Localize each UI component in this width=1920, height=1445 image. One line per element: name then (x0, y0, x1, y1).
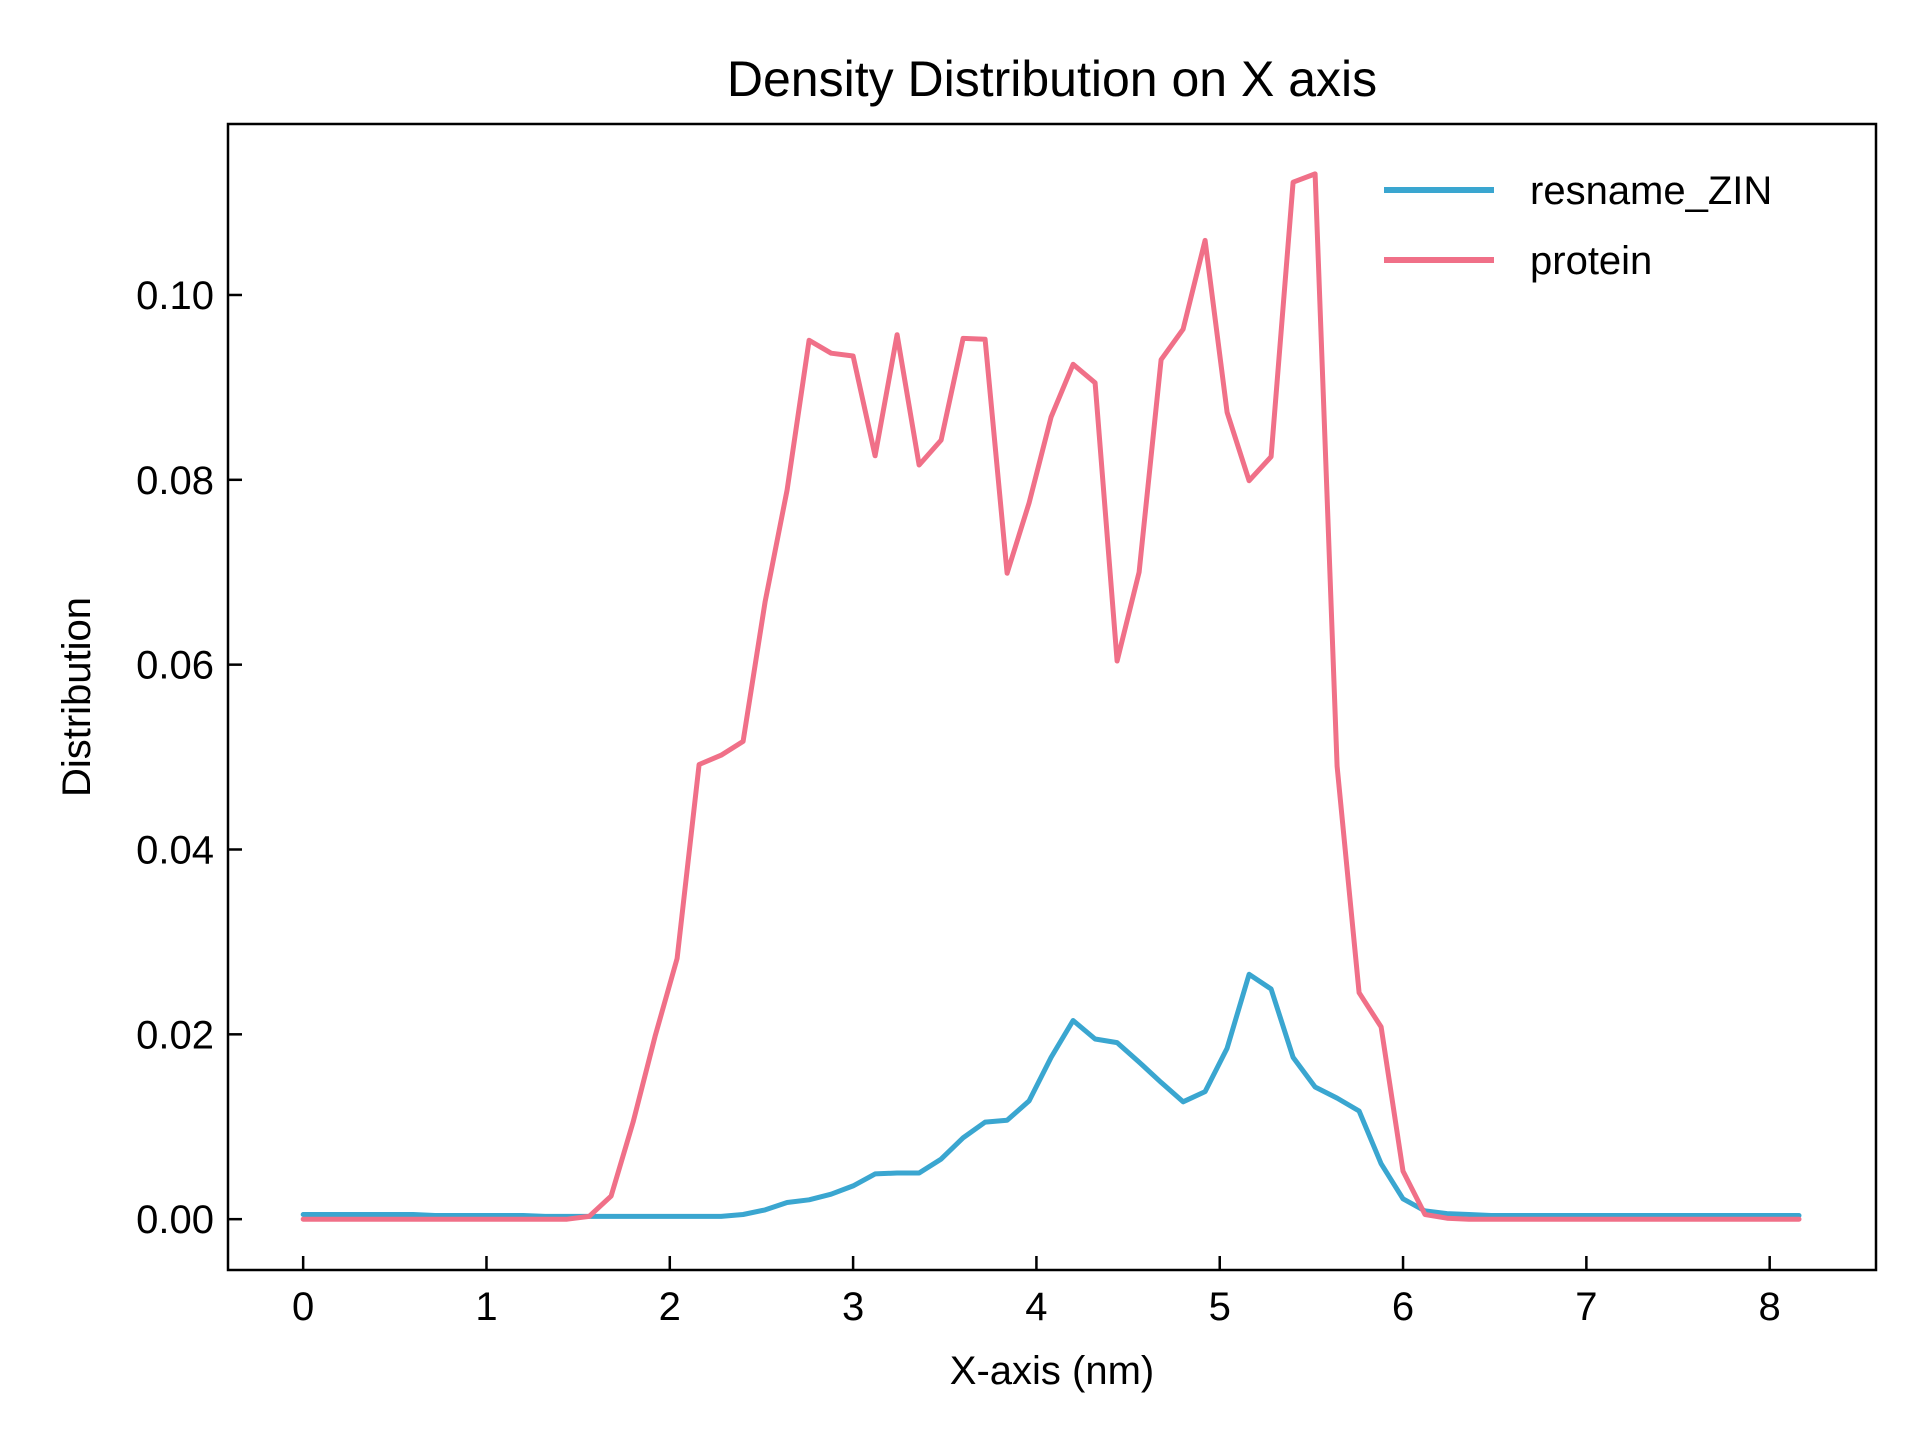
y-tick-label: 0.08 (136, 459, 214, 503)
plot-lines (300, 171, 1802, 1222)
x-tick-label: 7 (1575, 1285, 1597, 1329)
y-tick-label: 0.04 (136, 828, 214, 872)
y-axis-ticks: 0.00 0.02 0.04 0.06 0.08 0.10 (136, 274, 242, 1242)
x-tick-label: 0 (292, 1285, 314, 1329)
x-tick-label: 6 (1392, 1285, 1414, 1329)
x-tick-label: 5 (1209, 1285, 1231, 1329)
y-tick-label: 0.00 (136, 1198, 214, 1242)
legend-label: resname_ZIN (1530, 169, 1772, 213)
legend-label: protein (1530, 239, 1652, 283)
x-tick-label: 1 (475, 1285, 497, 1329)
chart-title: Density Distribution on X axis (727, 51, 1377, 107)
x-tick-label: 8 (1759, 1285, 1781, 1329)
y-tick-label: 0.06 (136, 644, 214, 688)
x-axis-ticks: 0 1 2 3 4 5 6 7 8 (292, 1256, 1781, 1329)
y-tick-label: 0.02 (136, 1013, 214, 1057)
plot-area-frame (226, 122, 1878, 1272)
x-tick-label: 2 (659, 1285, 681, 1329)
x-axis-label: X-axis (nm) (950, 1349, 1154, 1393)
y-tick-label: 0.10 (136, 274, 214, 318)
series-line-protein (300, 171, 1802, 1222)
x-tick-label: 4 (1025, 1285, 1047, 1329)
y-axis-label: Distribution (55, 597, 99, 797)
series-line-resname-zin (300, 971, 1802, 1219)
x-tick-label: 3 (842, 1285, 864, 1329)
